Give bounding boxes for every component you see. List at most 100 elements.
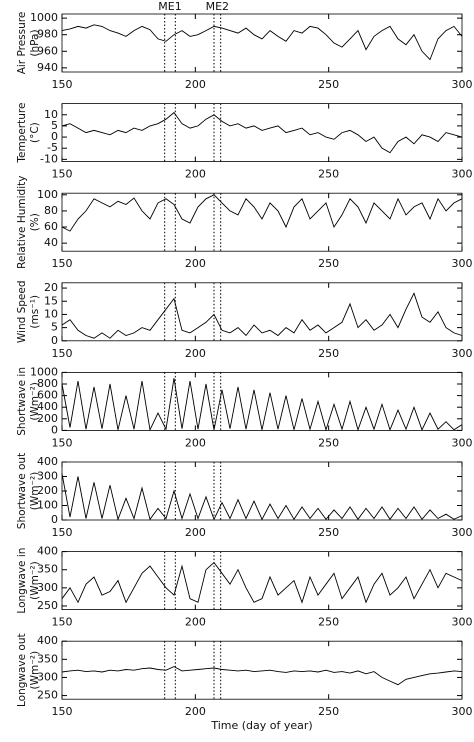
x-tick-label: 150: [52, 616, 73, 629]
x-tick-label: 300: [452, 257, 473, 270]
data-line: [61, 666, 463, 686]
data-line: [61, 24, 463, 61]
x-tick-label: 250: [318, 78, 339, 91]
data-line: [61, 561, 463, 604]
y-tick-label: 40: [44, 236, 58, 249]
y-tick-label: -5: [47, 141, 58, 154]
y-axis-label: (Wm⁻²): [29, 472, 41, 511]
x-tick-label: 300: [452, 78, 473, 91]
x-tick-label: 250: [318, 168, 339, 181]
x-tick-label: 250: [318, 526, 339, 539]
y-tick-label: 0: [51, 334, 58, 347]
x-tick-label: 300: [452, 526, 473, 539]
y-tick-label: 250: [37, 599, 58, 612]
x-tick-label: 150: [52, 78, 73, 91]
y-tick-label: 400: [37, 634, 58, 647]
y-tick-label: 60: [44, 220, 58, 233]
y-axis-label: Temperture: [16, 103, 28, 164]
y-axis-label: Shortwave out: [16, 453, 28, 529]
plot-frame: [61, 461, 463, 521]
y-axis-label: (%): [29, 213, 41, 231]
x-tick-label: 250: [318, 616, 339, 629]
x-tick-label: 300: [452, 705, 473, 718]
y-tick-label: 800: [37, 377, 58, 390]
y-axis-label: Longwave in: [16, 548, 28, 614]
y-tick-label: 600: [37, 389, 58, 402]
y-tick-label: 300: [37, 670, 58, 683]
y-axis-label: Relative Humidity: [16, 176, 28, 269]
data-line: [61, 194, 463, 232]
x-tick-label: 300: [452, 616, 473, 629]
y-axis-label: Wind Speed: [16, 280, 28, 343]
y-tick-label: 200: [37, 484, 58, 497]
y-tick-label: 0: [51, 423, 58, 436]
y-tick-label: 10: [44, 307, 58, 320]
x-tick-label: 300: [452, 436, 473, 449]
x-tick-label: 200: [185, 526, 206, 539]
y-axis-label: (°C): [29, 122, 41, 143]
x-tick-label: 200: [185, 705, 206, 718]
y-tick-label: 5: [51, 119, 58, 132]
y-tick-label: 300: [37, 470, 58, 483]
y-tick-label: 400: [37, 400, 58, 413]
plot-frame: [61, 551, 463, 610]
x-tick-label: 250: [318, 705, 339, 718]
data-line: [61, 378, 463, 432]
x-axis-label: Time (day of year): [210, 719, 312, 732]
x-tick-label: 200: [185, 257, 206, 270]
y-tick-label: 0: [51, 513, 58, 526]
y-axis-label: (ms⁻¹): [29, 295, 41, 329]
y-axis-label: Longwave out: [16, 633, 28, 707]
y-axis-label: (Wm⁻²): [29, 561, 41, 600]
event-label: ME2: [206, 0, 229, 13]
y-axis-label: (Wm⁻²): [29, 651, 41, 690]
x-tick-label: 150: [52, 705, 73, 718]
y-axis-label: (Wm⁻²): [29, 382, 41, 421]
y-axis-label: Air Pressure: [16, 12, 28, 75]
y-tick-label: 100: [37, 188, 58, 201]
x-tick-label: 150: [52, 168, 73, 181]
y-tick-label: 300: [37, 581, 58, 594]
plot-frame: [61, 282, 463, 342]
y-tick-label: 15: [44, 294, 58, 307]
y-axis-label: Shortwave in: [16, 367, 28, 436]
x-tick-label: 200: [185, 347, 206, 360]
plot-frame: [61, 103, 463, 162]
y-tick-label: -10: [40, 152, 58, 165]
y-axis-label: (hPa): [29, 29, 41, 56]
y-tick-label: 350: [37, 563, 58, 576]
x-tick-label: 200: [185, 616, 206, 629]
x-tick-label: 200: [185, 168, 206, 181]
y-tick-label: 1000: [30, 365, 58, 378]
y-tick-label: 1000: [30, 11, 58, 24]
data-line: [61, 473, 463, 521]
x-tick-label: 300: [452, 168, 473, 181]
y-tick-label: 350: [37, 652, 58, 665]
y-tick-label: 20: [44, 281, 58, 294]
x-tick-label: 200: [185, 78, 206, 91]
plot-frame: [61, 371, 463, 431]
y-tick-label: 100: [37, 499, 58, 512]
plot-frame: [61, 640, 463, 700]
x-tick-label: 150: [52, 257, 73, 270]
y-tick-label: 940: [37, 61, 58, 74]
y-tick-label: 5: [51, 321, 58, 334]
x-tick-label: 250: [318, 257, 339, 270]
y-tick-label: 960: [37, 44, 58, 57]
x-tick-label: 150: [52, 436, 73, 449]
plot-frame: [61, 192, 463, 252]
y-tick-label: 250: [37, 689, 58, 702]
x-tick-label: 250: [318, 436, 339, 449]
event-label: ME1: [158, 0, 181, 13]
x-tick-label: 250: [318, 347, 339, 360]
plot-frame: [61, 13, 463, 73]
data-line: [61, 292, 463, 339]
x-tick-label: 150: [52, 347, 73, 360]
x-tick-label: 150: [52, 526, 73, 539]
y-tick-label: 400: [37, 455, 58, 468]
data-line: [61, 111, 463, 154]
y-tick-label: 10: [44, 108, 58, 121]
y-tick-label: 400: [37, 545, 58, 558]
x-tick-label: 300: [452, 347, 473, 360]
